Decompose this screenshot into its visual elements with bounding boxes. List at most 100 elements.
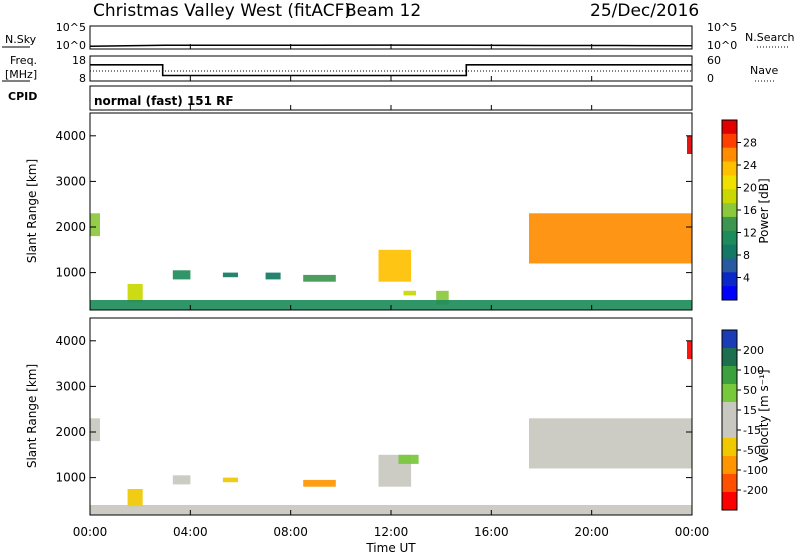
x-tick-label: 00:00 <box>675 525 710 539</box>
colorbar-tick-label: -200 <box>743 484 768 497</box>
colorbar-tick-label: -50 <box>743 444 761 457</box>
beam-title: Beam 12 <box>345 1 421 21</box>
y-tick-label: 2000 <box>55 220 86 234</box>
heatmap-cell <box>90 213 100 237</box>
freq-label: Freq. <box>10 54 37 67</box>
colorbar-tick-label: 50 <box>743 384 757 397</box>
colorbar-swatch <box>722 175 737 190</box>
colorbar-swatch <box>722 216 737 232</box>
heatmap-cell <box>529 418 692 469</box>
y-tick-label: 2000 <box>55 425 86 439</box>
heatmap-cell <box>687 135 692 154</box>
x-tick-label: 12:00 <box>374 525 409 539</box>
colorbar-tick-label: 28 <box>743 137 757 150</box>
velocity-yticks: 1000 2000 3000 4000 <box>55 334 692 485</box>
colorbar-swatch <box>722 244 737 259</box>
colorbar-swatch <box>722 474 737 493</box>
colorbar-frame <box>721 329 738 511</box>
y-tick-label: 4000 <box>55 129 86 143</box>
colorbar-tick-label: 8 <box>743 249 750 262</box>
colorbar-swatch <box>722 120 737 135</box>
heatmap-cell <box>222 272 238 278</box>
colorbar-swatch <box>722 286 737 301</box>
heatmap-cell <box>90 418 100 442</box>
colorbar-swatch <box>722 402 737 421</box>
heatmap-cell <box>265 272 281 280</box>
colorbar-tick-label: 200 <box>743 344 764 357</box>
power-colorbar: 28 24 20 16 12 8 4 <box>721 119 757 301</box>
nsearch-tick-bottom: 10^0 <box>707 39 737 52</box>
colorbar-swatch <box>722 420 737 439</box>
colorbar-swatch <box>722 438 737 457</box>
freq-tick-top: 18 <box>72 54 86 67</box>
nsky-tick-bottom: 10^0 <box>56 39 86 52</box>
velocity-heatmap <box>90 340 692 515</box>
y-tick-label: 1000 <box>55 266 86 280</box>
heatmap-cell <box>529 213 692 264</box>
y-tick-label: 3000 <box>55 174 86 188</box>
heatmap-cell <box>127 489 143 508</box>
date-title: 25/Dec/2016 <box>590 1 699 21</box>
colorbar-swatch <box>722 366 737 385</box>
power-yaxis-label: Slant Range [km] <box>25 159 39 263</box>
colorbar-swatch <box>722 456 737 475</box>
heatmap-cell <box>222 477 238 483</box>
colorbar-tick-label: -15 <box>743 424 761 437</box>
x-tick-label: 20:00 <box>574 525 609 539</box>
colorbar-swatch <box>722 230 737 246</box>
y-tick-label: 1000 <box>55 471 86 485</box>
x-tick-label: 08:00 <box>273 525 308 539</box>
power-colorbar-label: Power [dB] <box>757 178 771 243</box>
heatmap-cell <box>303 274 336 282</box>
heatmap-cell <box>378 249 412 282</box>
heatmap-cell <box>172 475 191 485</box>
nsky-tick-top: 10^5 <box>56 21 86 34</box>
heatmap-cell <box>398 454 419 464</box>
colorbar-swatch <box>722 189 737 204</box>
power-yticks: 1000 2000 3000 4000 <box>55 129 692 280</box>
nsearch-label: N.Search <box>745 31 795 44</box>
colorbar-tick-label: 100 <box>743 364 764 377</box>
nave-tick-top: 60 <box>707 54 721 67</box>
y-tick-label: 4000 <box>55 334 86 348</box>
nsearch-tick-top: 10^5 <box>707 21 737 34</box>
heatmap-cell <box>687 340 692 359</box>
colorbar-tick-label: 24 <box>743 159 757 172</box>
colorbar-swatch <box>722 203 737 218</box>
heatmap-cell <box>403 290 416 296</box>
velocity-colorbar: 200 100 50 15 -15 -50 -100 -200 <box>721 329 768 511</box>
power-heatmap <box>90 135 692 310</box>
velocity-yaxis-label: Slant Range [km] <box>25 364 39 468</box>
colorbar-tick-label: 16 <box>743 204 757 217</box>
colorbar-swatch <box>722 133 737 149</box>
colorbar-swatch <box>722 384 737 403</box>
nave-tick-bottom: 0 <box>707 72 714 85</box>
heatmap-cell <box>303 479 336 487</box>
colorbar-swatch <box>722 258 737 273</box>
nave-label: Nave <box>750 64 778 77</box>
x-tick-label: 00:00 <box>73 525 108 539</box>
colorbar-tick-label: 15 <box>743 404 757 417</box>
x-tick-label: 04:00 <box>173 525 208 539</box>
colorbar-swatch <box>722 161 737 176</box>
time-axis: 00:00 04:00 08:00 12:00 16:00 20:00 00:00 <box>73 44 710 539</box>
y-tick-label: 3000 <box>55 379 86 393</box>
nsky-label: N.Sky <box>5 33 37 46</box>
station-title: Christmas Valley West (fitACF) <box>93 1 351 21</box>
x-tick-label: 16:00 <box>474 525 509 539</box>
cpid-label: CPID <box>8 90 37 103</box>
colorbar-tick-label: 20 <box>743 182 757 195</box>
colorbar-tick-label: 4 <box>743 272 750 285</box>
freq-tick-bottom: 8 <box>79 72 86 85</box>
colorbar-swatch <box>722 492 737 511</box>
colorbar-swatch <box>722 330 737 349</box>
colorbar-swatch <box>722 147 737 162</box>
xaxis-label: Time UT <box>365 541 416 554</box>
velocity-colorbar-label: Velocity [m s⁻¹] <box>757 369 771 462</box>
heatmap-cell <box>127 284 143 303</box>
colorbar-tick-label: -100 <box>743 464 768 477</box>
heatmap-cell <box>172 270 191 280</box>
colorbar-swatch <box>722 348 737 367</box>
cpid-text: normal (fast) 151 RF <box>94 94 234 108</box>
